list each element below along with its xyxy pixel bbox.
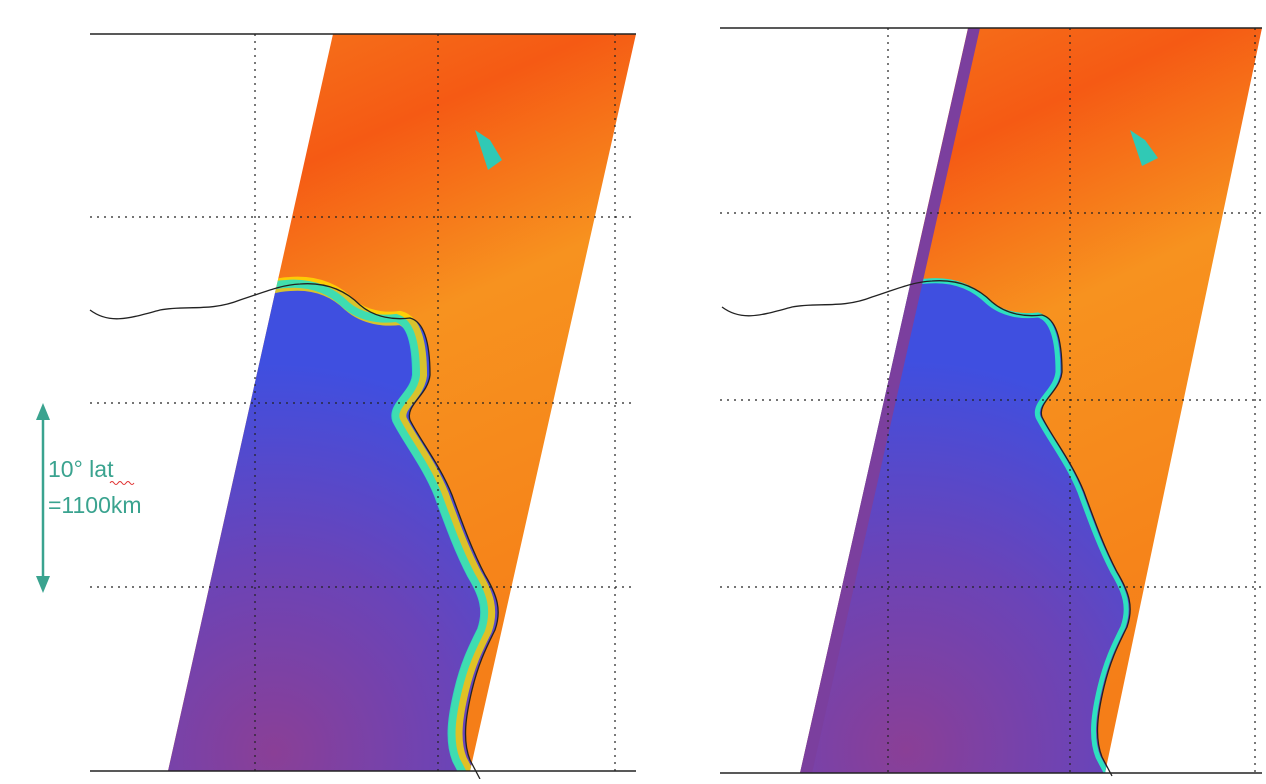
arrow-head [36,403,50,420]
arrow-head [36,576,50,593]
annotation-line: =1100km [48,492,142,518]
left-panel [0,30,650,779]
right-panel [632,20,1266,779]
map-figure: 10° lat =1100km [0,0,1266,779]
annotation-line: 10° lat [48,456,114,482]
spell-underline [110,482,134,485]
swath [0,30,650,779]
scale-annotation: 10° lat =1100km [36,403,142,593]
